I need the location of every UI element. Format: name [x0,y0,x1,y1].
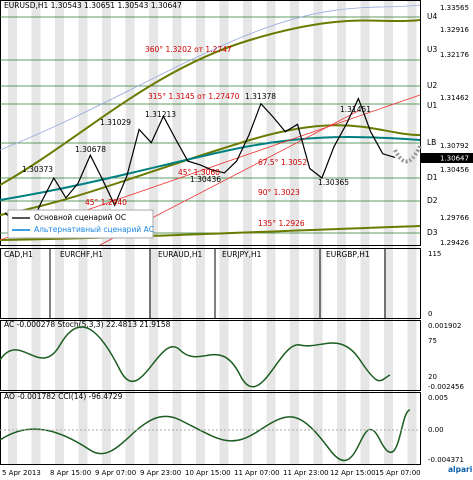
cross-label: EURCHF,H1 [60,250,103,259]
forecast [393,144,422,164]
y-axis-label: 115 [428,250,441,258]
y-axis-label: 1.29426 [440,239,469,247]
cross-label: EURGBP,H1 [326,250,370,259]
y-axis-label: 1.29766 [440,214,469,222]
price-annotation: 1.31029 [100,118,131,127]
oscillator1-panel [0,320,421,391]
x-axis-label: 5 Apr 2013 [2,469,41,477]
price-annotation: 1.30365 [318,178,349,187]
y-axis-label: 0 [428,310,432,318]
y-axis-label: 1.30792 [440,142,469,150]
x-axis-label: 10 Apr 15:00 [185,469,231,477]
y-axis-label: 20 [428,373,437,381]
angle-label: 135° 1.2926 [258,219,305,228]
price-annotation: 1.31213 [145,110,176,119]
price-annotation: 1.30678 [75,145,106,154]
x-axis-label: 11 Apr 23:00 [283,469,329,477]
angle-label: 360° 1.3202 от 1.2747 [145,45,232,54]
oscillator2-title: AO -0.001782 CCI(14) -96.4729 [4,392,123,401]
angle-label: 315° 1.3145 от 1.27470 [148,92,240,101]
angle-label: 45° 1.3060 [178,168,220,177]
oscillator1-title: AC -0.000278 Stoch(5,3,3) 22.4813 21.915… [4,320,171,329]
cross-label: EURAUD,H1 [158,250,203,259]
cross-label: EURJPY,H1 [222,250,262,259]
legend-entry: Альтернативный сценарий АС [34,225,154,234]
stoch-line [0,326,391,388]
price-annotation: 1.30373 [22,165,53,174]
y-axis-label: 1.32916 [440,26,469,34]
logo: alpari [448,465,472,474]
envelope-lower [0,225,421,241]
y-axis-label: 0.001902 [428,322,461,330]
y-axis-label: -0.002456 [428,383,464,391]
x-axis-label: 9 Apr 23:00 [140,469,181,477]
level-label: D3 [427,228,438,237]
level-label: U3 [427,45,437,54]
angle-label: 67.5° 1.3052 [258,158,307,167]
price-line [4,97,396,230]
y-axis-label: 1.31462 [440,94,469,102]
cross-label: CAD,H1 [4,250,33,259]
legend-box [7,209,154,239]
x-axis-label: 9 Apr 07:00 [95,469,136,477]
price-series [4,97,396,230]
main-panel [0,0,421,246]
envelope-upper [0,19,421,186]
crosses-panel [0,248,421,319]
x-axis-label: 15 Apr 07:00 [375,469,421,477]
x-axis-label: 8 Apr 15:00 [50,469,91,477]
price-annotation: 1.31451 [340,105,371,114]
y-axis-label: 0.00 [428,426,444,434]
current-price-box [421,153,473,163]
legend-entry: Основной сценарий ОС [34,213,126,222]
angle-label: 90° 1.3023 [258,188,300,197]
channel-line [0,4,421,151]
x-axis-label: 12 Apr 15:00 [330,469,376,477]
price-annotation: 1.31378 [245,92,276,101]
price-annotation: 1.30436 [190,175,221,184]
x-axis-label: 11 Apr 07:00 [234,469,280,477]
y-axis-label: 75 [428,337,437,345]
current-price: 1.30647 [440,155,469,163]
y-axis-label: 1.30456 [440,166,469,174]
level-label: U1 [427,101,437,110]
level-label: U4 [427,12,437,21]
level-label: LB [427,138,436,147]
levels [0,16,420,234]
oscillator2-panel [0,392,421,465]
envelope-mid [0,124,421,216]
level-label: U2 [427,81,437,90]
y-axis-label: 1.32176 [440,51,469,59]
level-label: D2 [427,196,438,205]
level-label: D1 [427,173,438,182]
moving-average [0,136,421,201]
y-axis-label: 1.33565 [440,4,469,12]
y-axis-label: -0.004371 [428,456,464,464]
angle-label: 45° 1.2940 [85,198,127,207]
chart-title: EURUSD,H1 1.30543 1.30651 1.30543 1.3064… [4,1,182,10]
y-axis-label: 0.005 [428,394,448,402]
